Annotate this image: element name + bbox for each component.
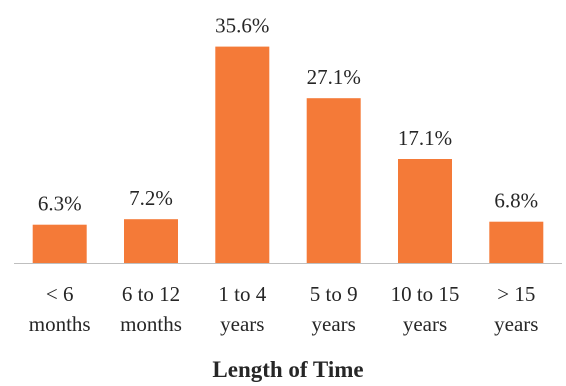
bar-1	[124, 219, 178, 263]
category-label-4-line-0: 10 to 15	[391, 282, 460, 306]
category-label-1-line-1: months	[120, 312, 182, 336]
data-label-4: 17.1%	[398, 126, 452, 150]
data-label-5: 6.8%	[494, 189, 538, 213]
bar-3	[306, 98, 361, 263]
category-label-5-line-0: > 15	[497, 282, 535, 306]
bar-2	[215, 46, 270, 263]
data-label-3: 27.1%	[307, 65, 361, 89]
x-axis-title: Length of Time	[212, 357, 363, 382]
bar-0	[32, 224, 87, 263]
category-label-2-line-1: years	[220, 312, 264, 336]
data-label-2: 35.6%	[215, 14, 269, 38]
category-label-2: 1 to 4 years	[218, 282, 266, 336]
bar-4	[398, 159, 452, 263]
category-label-4-line-1: years	[403, 312, 447, 336]
category-label-1-line-0: 6 to 12	[122, 282, 180, 306]
category-label-0-line-1: months	[29, 312, 91, 336]
category-labels-group: < 6 months 6 to 12 months 1 to 4 years 5 to 9 y…	[29, 282, 539, 336]
data-labels-group: 6.3% 7.2% 35.6% 27.1% 17.1% 6.8%	[38, 14, 538, 216]
category-label-2-line-0: 1 to 4	[218, 282, 266, 306]
bar-5	[489, 221, 544, 263]
bars-group	[32, 46, 544, 263]
category-label-0: < 6 months	[29, 282, 91, 336]
category-label-3-line-0: 5 to 9	[310, 282, 358, 306]
category-label-0-line-0: < 6	[46, 282, 74, 306]
category-label-1: 6 to 12 months	[120, 282, 182, 336]
category-label-5: > 15 years	[494, 282, 538, 336]
data-label-0: 6.3%	[38, 192, 82, 216]
category-label-5-line-1: years	[494, 312, 538, 336]
category-label-3: 5 to 9 years	[310, 282, 358, 336]
category-label-3-line-1: years	[312, 312, 356, 336]
category-label-4: 10 to 15 years	[391, 282, 460, 336]
data-label-1: 7.2%	[129, 186, 173, 210]
